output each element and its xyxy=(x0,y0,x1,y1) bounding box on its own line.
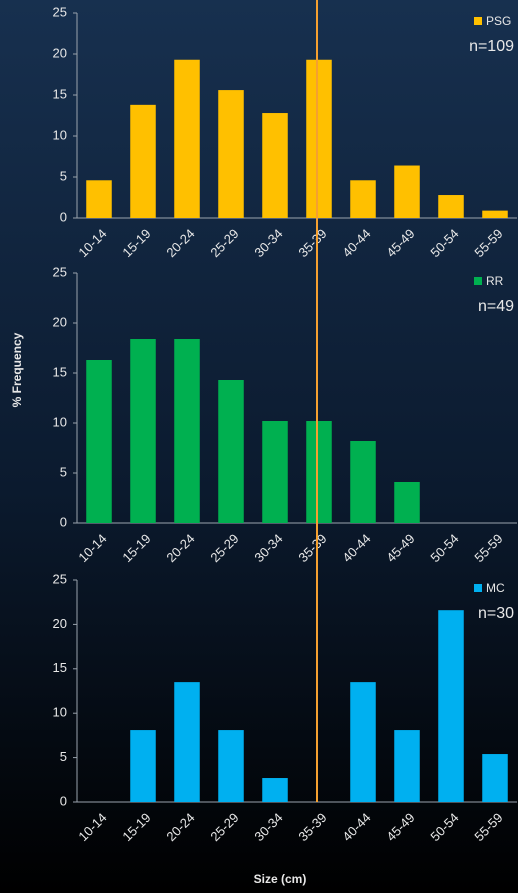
x-tick-label: 40-44 xyxy=(339,810,373,844)
x-tick-label: 40-44 xyxy=(339,226,373,260)
y-tick-label: 0 xyxy=(60,209,67,224)
bar xyxy=(350,682,376,802)
bar xyxy=(174,59,200,218)
bar xyxy=(438,195,464,218)
x-tick-label: 15-19 xyxy=(119,531,153,565)
legend-swatch xyxy=(474,584,482,592)
y-tick-label: 20 xyxy=(53,314,67,329)
x-tick-label: 25-29 xyxy=(207,810,241,844)
y-tick-label: 20 xyxy=(53,45,67,60)
x-tick-label: 30-34 xyxy=(251,810,285,844)
y-tick-label: 25 xyxy=(53,4,67,19)
y-tick-label: 15 xyxy=(53,660,67,675)
annotation: n=49 xyxy=(478,298,514,315)
annotation: n=30 xyxy=(478,605,514,622)
x-tick-label: 20-24 xyxy=(163,810,197,844)
bar xyxy=(218,380,244,523)
y-tick-label: 5 xyxy=(60,464,67,479)
y-tick-label: 15 xyxy=(53,86,67,101)
y-tick-label: 5 xyxy=(60,168,67,183)
x-tick-label: 45-49 xyxy=(383,226,417,260)
bar xyxy=(394,730,420,802)
x-tick-label: 40-44 xyxy=(339,531,373,565)
x-tick-label: 25-29 xyxy=(207,226,241,260)
x-tick-label: 15-19 xyxy=(119,226,153,260)
bar xyxy=(306,59,332,218)
x-tick-label: 10-14 xyxy=(75,531,109,565)
bar xyxy=(306,421,332,523)
x-tick-label: 35-39 xyxy=(295,226,329,260)
bar xyxy=(262,421,288,523)
bar xyxy=(482,754,508,802)
y-tick-label: 25 xyxy=(53,571,67,586)
bar xyxy=(438,610,464,802)
x-tick-label: 15-19 xyxy=(119,810,153,844)
y-tick-label: 5 xyxy=(60,749,67,764)
x-tick-label: 30-34 xyxy=(251,531,285,565)
legend-label: PSG xyxy=(486,14,511,28)
y-tick-label: 20 xyxy=(53,616,67,631)
x-tick-label: 55-59 xyxy=(471,810,505,844)
y-tick-label: 0 xyxy=(60,514,67,529)
y-tick-label: 10 xyxy=(53,705,67,720)
legend-swatch xyxy=(474,17,482,25)
x-tick-label: 45-49 xyxy=(383,531,417,565)
x-axis-label: Size (cm) xyxy=(254,872,307,886)
bar xyxy=(130,339,156,523)
x-tick-label: 30-34 xyxy=(251,226,285,260)
y-tick-label: 25 xyxy=(53,264,67,279)
x-tick-label: 20-24 xyxy=(163,531,197,565)
x-tick-label: 50-54 xyxy=(427,226,461,260)
x-tick-label: 55-59 xyxy=(471,226,505,260)
annotation: n=109 xyxy=(469,38,514,55)
bar xyxy=(218,90,244,218)
legend-label: RR xyxy=(486,274,504,288)
x-tick-label: 35-39 xyxy=(295,531,329,565)
bar xyxy=(262,778,288,802)
x-tick-label: 20-24 xyxy=(163,226,197,260)
y-axis-label: % Frequency xyxy=(10,332,24,407)
x-tick-label: 50-54 xyxy=(427,810,461,844)
y-tick-label: 10 xyxy=(53,127,67,142)
bar xyxy=(174,339,200,523)
bar xyxy=(130,104,156,218)
bar xyxy=(262,113,288,218)
bar xyxy=(86,360,112,523)
y-tick-label: 15 xyxy=(53,364,67,379)
x-tick-label: 10-14 xyxy=(75,226,109,260)
bar xyxy=(130,730,156,802)
x-tick-label: 25-29 xyxy=(207,531,241,565)
bar xyxy=(174,682,200,802)
bar xyxy=(350,441,376,523)
bar xyxy=(482,210,508,218)
y-tick-label: 0 xyxy=(60,793,67,808)
bar xyxy=(218,730,244,802)
bar xyxy=(394,165,420,218)
x-tick-label: 50-54 xyxy=(427,531,461,565)
legend-swatch xyxy=(474,277,482,285)
legend-label: MC xyxy=(486,581,505,595)
y-tick-label: 10 xyxy=(53,414,67,429)
x-tick-label: 35-39 xyxy=(295,810,329,844)
bar xyxy=(394,482,420,523)
bar xyxy=(350,180,376,218)
bar xyxy=(86,180,112,218)
x-tick-label: 45-49 xyxy=(383,810,417,844)
x-tick-label: 10-14 xyxy=(75,810,109,844)
x-tick-label: 55-59 xyxy=(471,531,505,565)
